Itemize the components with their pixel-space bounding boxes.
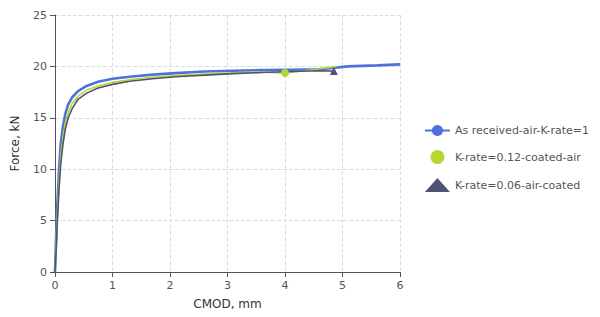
svg-text:5: 5 [40, 214, 47, 227]
svg-text:1: 1 [109, 279, 116, 292]
svg-text:CMOD, mm: CMOD, mm [193, 297, 261, 311]
svg-text:6: 6 [397, 279, 404, 292]
svg-text:3: 3 [224, 279, 231, 292]
svg-text:25: 25 [33, 9, 47, 22]
svg-text:0: 0 [52, 279, 59, 292]
svg-text:K-rate=0.06-air-coated: K-rate=0.06-air-coated [455, 179, 580, 192]
svg-text:20: 20 [33, 60, 47, 73]
svg-text:4: 4 [282, 279, 289, 292]
svg-text:Force, kN: Force, kN [8, 115, 22, 171]
svg-text:15: 15 [33, 111, 47, 124]
svg-text:K-rate=0.12-coated-air: K-rate=0.12-coated-air [455, 151, 581, 164]
svg-text:5: 5 [339, 279, 346, 292]
svg-text:As received-air-K-rate=1: As received-air-K-rate=1 [455, 124, 589, 137]
svg-text:2: 2 [167, 279, 174, 292]
svg-text:0: 0 [40, 266, 47, 279]
svg-text:10: 10 [33, 163, 47, 176]
